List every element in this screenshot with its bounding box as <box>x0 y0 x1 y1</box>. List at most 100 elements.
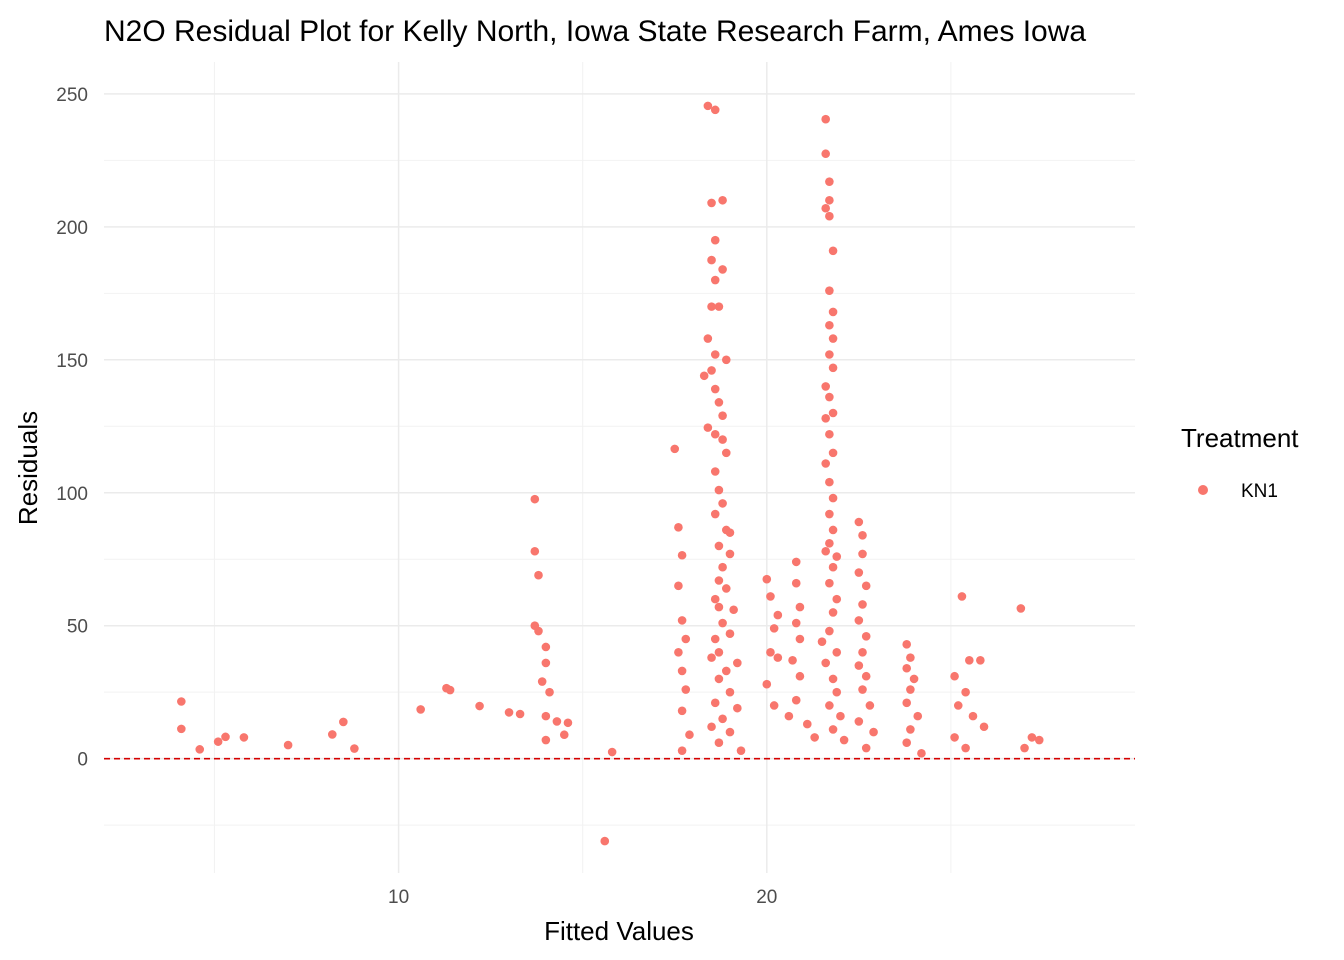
data-point <box>828 493 838 503</box>
data-point <box>825 177 834 186</box>
data-point <box>714 302 724 311</box>
data-point <box>854 568 864 577</box>
data-point <box>707 722 716 732</box>
data-point <box>674 523 683 532</box>
data-point <box>714 674 724 684</box>
data-point <box>718 435 727 444</box>
data-point <box>541 642 551 652</box>
data-point <box>710 384 720 394</box>
data-point <box>773 653 783 662</box>
data-point <box>965 655 974 665</box>
data-point <box>902 640 912 649</box>
data-point <box>718 499 727 508</box>
data-point <box>213 737 223 746</box>
data-point <box>810 733 819 742</box>
data-point <box>791 557 801 567</box>
data-point <box>703 101 713 111</box>
data-point <box>703 334 713 343</box>
y-tick-label: 250 <box>56 85 88 106</box>
data-point <box>674 581 683 591</box>
data-point <box>766 648 775 657</box>
data-point <box>825 578 834 588</box>
data-point <box>828 448 838 458</box>
data-point <box>733 703 742 713</box>
data-point <box>821 546 830 556</box>
data-point <box>839 735 849 745</box>
data-point <box>177 697 186 706</box>
data-point <box>327 730 337 739</box>
data-point <box>350 744 359 753</box>
data-point <box>537 677 547 686</box>
x-tick-label: 10 <box>388 887 409 908</box>
data-point <box>721 584 731 593</box>
data-point <box>714 485 724 495</box>
data-point <box>858 648 867 657</box>
data-point <box>674 648 683 657</box>
data-point <box>828 608 838 617</box>
data-point <box>825 195 834 205</box>
data-point <box>725 528 735 537</box>
data-point <box>861 581 871 591</box>
data-point <box>950 733 959 742</box>
data-point <box>718 618 727 628</box>
data-point <box>825 509 834 519</box>
data-point <box>718 195 727 205</box>
x-axis-title: Fitted Values <box>544 916 694 946</box>
data-point <box>530 546 540 556</box>
data-point <box>825 429 834 439</box>
data-point <box>677 616 687 625</box>
data-point <box>865 701 875 710</box>
data-point <box>530 494 540 504</box>
data-point <box>670 444 680 454</box>
data-point <box>950 671 959 681</box>
data-point <box>733 658 742 668</box>
data-point <box>906 653 915 662</box>
data-point <box>828 334 838 343</box>
x-tick-label: 20 <box>756 887 777 908</box>
data-point <box>968 711 978 721</box>
y-tick-label: 150 <box>56 351 88 372</box>
data-point <box>861 743 871 753</box>
data-point <box>714 541 724 551</box>
data-point <box>836 711 845 721</box>
y-tick-label: 100 <box>56 484 88 505</box>
data-point <box>861 632 871 641</box>
data-point <box>710 275 720 285</box>
legend-label-kn1: KN1 <box>1241 481 1278 502</box>
data-point <box>828 674 838 684</box>
data-point <box>902 698 912 708</box>
data-point <box>729 605 738 615</box>
data-point <box>817 637 827 646</box>
data-point <box>769 624 779 633</box>
data-point <box>795 671 805 681</box>
data-point <box>552 717 562 726</box>
data-point <box>832 648 842 657</box>
data-point <box>828 525 838 535</box>
data-point <box>802 719 812 729</box>
data-point <box>979 722 989 732</box>
data-point <box>718 411 727 420</box>
data-point <box>769 701 779 710</box>
data-point <box>821 382 830 391</box>
data-point <box>858 531 867 540</box>
data-point <box>854 661 864 670</box>
data-point <box>541 735 551 745</box>
data-point <box>239 733 249 742</box>
data-point <box>906 685 915 694</box>
data-point <box>710 235 720 245</box>
data-point <box>913 711 923 721</box>
data-point <box>714 648 724 657</box>
data-point <box>791 618 801 628</box>
data-point <box>906 725 915 734</box>
data-point <box>828 562 838 572</box>
data-point <box>339 717 348 727</box>
data-point <box>832 687 842 697</box>
y-tick-label: 200 <box>56 218 88 239</box>
data-point <box>791 578 801 588</box>
data-point <box>710 467 720 476</box>
data-point <box>718 714 727 724</box>
data-point <box>177 724 186 734</box>
data-point <box>828 246 838 256</box>
y-tick-label: 0 <box>77 750 88 771</box>
data-point <box>858 685 867 694</box>
